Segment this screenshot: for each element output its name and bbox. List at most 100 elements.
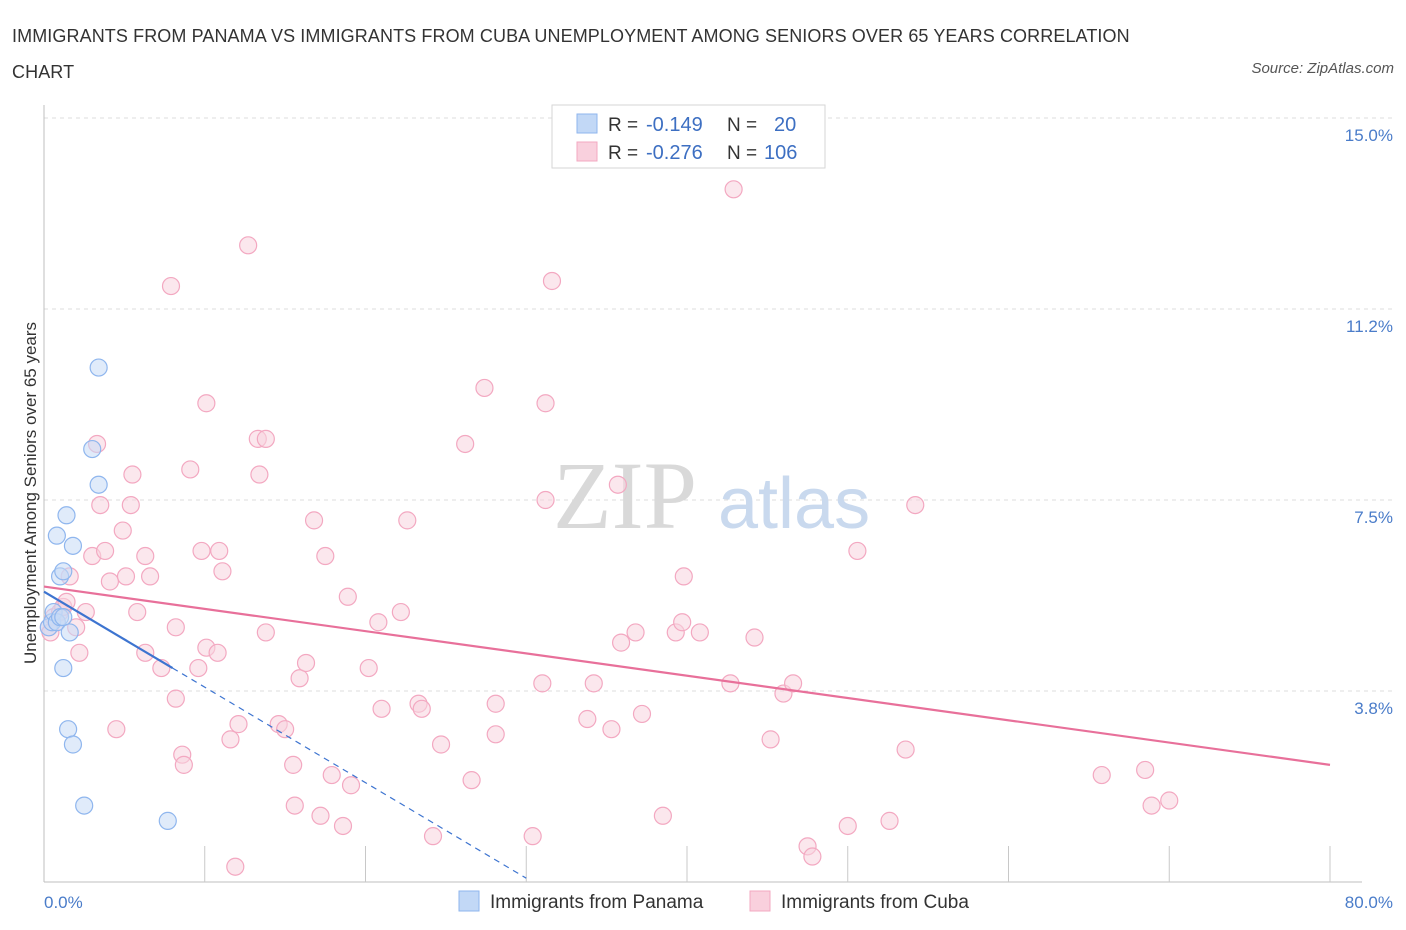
point-cuba-61	[369, 613, 388, 632]
point-cuba-74	[523, 827, 542, 846]
y-tick-label-2: 7.5%	[1354, 508, 1393, 527]
point-panama-15	[75, 796, 94, 815]
legend-label-cuba: Immigrants from Cuba	[781, 892, 969, 913]
series-legend: Immigrants from Panama Immigrants from C…	[458, 890, 969, 913]
point-cuba-44	[250, 465, 269, 484]
point-cuba-39	[221, 730, 240, 749]
point-cuba-64	[391, 602, 410, 622]
y-tick-label-3: 3.8%	[1354, 699, 1393, 718]
point-cuba-99	[838, 816, 857, 836]
point-cuba-105	[1136, 760, 1155, 780]
point-cuba-32	[189, 658, 208, 678]
stats-n-value-cuba: 106	[764, 142, 797, 164]
x-axis-ticks	[204, 846, 1331, 882]
y-tick-label-0: 15.0%	[1345, 126, 1393, 145]
stats-n-value-panama: 20	[774, 114, 796, 136]
point-cuba-58	[338, 587, 357, 606]
point-cuba-36	[208, 643, 227, 662]
point-cuba-71	[475, 378, 494, 398]
point-cuba-21	[123, 465, 142, 484]
legend-swatch-cuba	[749, 890, 771, 912]
point-cuba-82	[608, 475, 627, 494]
point-cuba-92	[724, 180, 743, 199]
point-cuba-16	[107, 720, 126, 739]
legend-swatch-panama	[458, 890, 480, 912]
point-panama-16	[89, 358, 108, 377]
point-cuba-19	[121, 495, 140, 515]
x-tick-label-min: 0.0%	[44, 893, 83, 912]
y-tick-label-1: 11.2%	[1346, 317, 1393, 336]
point-cuba-59	[341, 776, 361, 795]
point-cuba-76	[536, 490, 555, 510]
chart-title: IMMIGRANTS FROM PANAMA VS IMMIGRANTS FRO…	[12, 26, 1130, 82]
point-cuba-13	[91, 495, 110, 515]
point-cuba-102	[896, 740, 915, 759]
point-cuba-49	[284, 755, 303, 774]
point-cuba-45	[256, 429, 275, 448]
point-cuba-50	[285, 796, 304, 815]
point-cuba-100	[848, 541, 867, 561]
point-cuba-85	[632, 704, 652, 724]
point-cuba-90	[690, 623, 709, 642]
y-axis-title: Unemployment Among Seniors over 65 years	[21, 322, 40, 664]
point-cuba-53	[304, 511, 324, 530]
stats-n-label-panama: N =	[727, 115, 757, 136]
legend-label-panama: Immigrants from Panama	[490, 892, 704, 913]
point-cuba-57	[333, 816, 353, 836]
point-cuba-73	[486, 694, 505, 713]
point-cuba-9	[70, 643, 89, 662]
point-cuba-55	[316, 546, 335, 566]
point-cuba-68	[431, 735, 451, 754]
trend-line-panama	[43, 590, 174, 670]
series-panama-points	[39, 358, 177, 830]
point-panama-5	[54, 608, 73, 627]
point-cuba-48	[276, 720, 295, 739]
point-cuba-80	[584, 674, 603, 693]
point-panama-8	[54, 562, 73, 581]
point-panama-9	[57, 506, 76, 525]
point-panama-18	[89, 475, 108, 494]
point-panama-19	[158, 811, 177, 830]
point-cuba-20	[128, 602, 147, 622]
point-cuba-46	[256, 623, 275, 642]
source-label: Source: ZipAtlas.com	[1251, 60, 1394, 77]
trend-lines	[43, 585, 1331, 879]
point-cuba-83	[611, 633, 631, 652]
point-cuba-86	[653, 806, 672, 825]
gridlines	[44, 117, 1392, 692]
point-panama-13	[59, 720, 78, 739]
point-cuba-38	[213, 562, 232, 581]
point-panama-17	[83, 439, 102, 459]
stats-n-label-cuba: N =	[727, 143, 757, 164]
point-cuba-27	[166, 618, 185, 637]
watermark-atlas: atlas	[718, 464, 870, 544]
point-cuba-81	[602, 720, 621, 739]
point-cuba-63	[398, 511, 417, 530]
point-cuba-67	[423, 827, 443, 846]
point-cuba-66	[412, 699, 431, 718]
point-cuba-42	[239, 236, 258, 255]
axes	[43, 105, 1362, 883]
point-cuba-103	[906, 495, 925, 515]
stats-r-label-cuba: R =	[608, 143, 638, 164]
point-panama-14	[63, 735, 83, 754]
point-cuba-26	[161, 276, 181, 296]
point-cuba-17	[113, 521, 132, 540]
stats-r-value-cuba: -0.276	[646, 142, 703, 164]
point-cuba-23	[140, 567, 160, 586]
point-cuba-75	[533, 674, 552, 693]
point-cuba-96	[783, 674, 803, 693]
point-cuba-54	[311, 806, 330, 825]
point-cuba-79	[578, 709, 597, 729]
point-cuba-18	[116, 567, 136, 586]
stats-legend: R = -0.149 N = 20 R = -0.276 N = 106	[551, 104, 826, 169]
point-cuba-62	[372, 699, 391, 718]
point-cuba-104	[1092, 765, 1111, 785]
point-cuba-60	[359, 658, 378, 678]
point-cuba-77	[536, 394, 555, 413]
point-cuba-94	[761, 730, 780, 749]
point-cuba-52	[296, 653, 316, 673]
point-cuba-78	[542, 271, 562, 291]
point-cuba-35	[197, 394, 216, 413]
